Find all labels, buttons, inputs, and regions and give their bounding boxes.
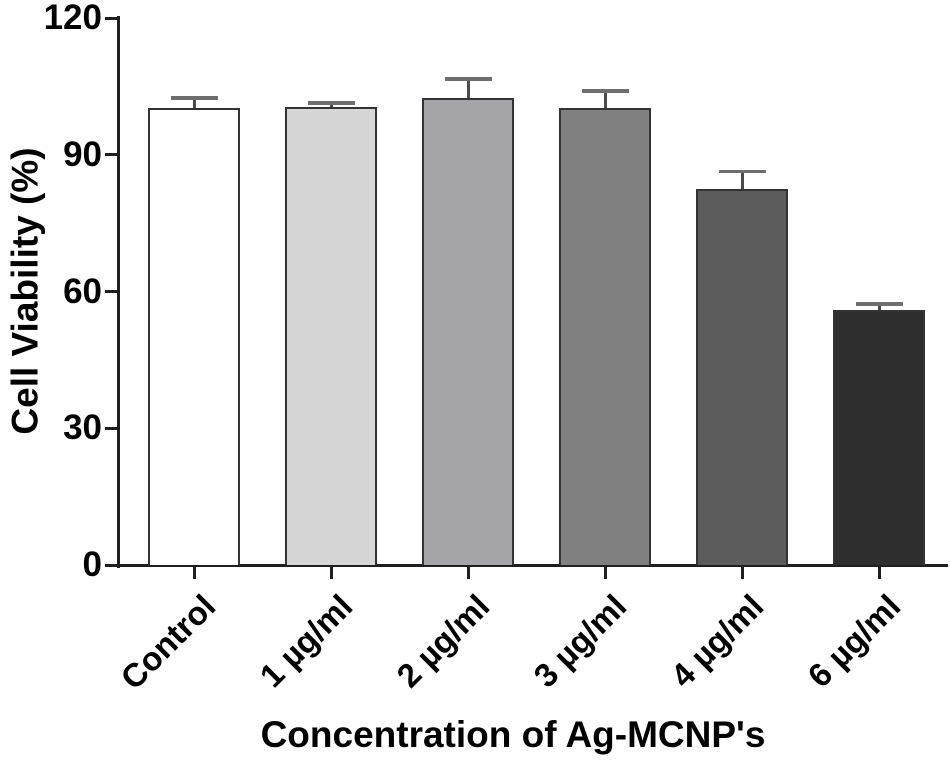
x-axis-tick bbox=[192, 567, 196, 579]
y-axis-tick bbox=[105, 290, 117, 293]
y-axis-tick bbox=[105, 426, 117, 430]
error-bar-stem bbox=[740, 171, 744, 190]
x-axis-tick bbox=[603, 567, 607, 579]
y-axis-tick-label: 30 bbox=[63, 408, 102, 448]
x-axis-tick-label: 6 µg/ml bbox=[800, 587, 908, 695]
y-axis-tick-label: 0 bbox=[82, 545, 102, 584]
bar-1-g-ml bbox=[285, 107, 377, 565]
error-bar-cap bbox=[718, 169, 766, 174]
x-axis-tick-label: 1 µg/ml bbox=[252, 587, 360, 695]
x-axis-tick bbox=[466, 567, 470, 579]
error-bar-stem bbox=[603, 90, 607, 109]
x-axis-tick-label: 3 µg/ml bbox=[526, 587, 634, 695]
error-bar-cap bbox=[170, 96, 218, 100]
error-bar-stem bbox=[192, 97, 196, 109]
y-axis-tick-label: 90 bbox=[63, 134, 102, 174]
y-axis-line bbox=[117, 16, 120, 568]
y-axis-tick bbox=[105, 153, 117, 157]
y-axis-tick bbox=[105, 563, 117, 567]
bar-2-g-ml bbox=[422, 98, 514, 565]
x-axis-tick-label: Control bbox=[113, 587, 223, 697]
x-axis-tick bbox=[877, 567, 881, 579]
error-bar-stem bbox=[329, 103, 333, 108]
error-bar-stem bbox=[466, 79, 470, 99]
bar-6-g-ml bbox=[833, 310, 925, 565]
x-axis-tick-label: 4 µg/ml bbox=[663, 587, 771, 695]
x-axis-tick bbox=[740, 567, 744, 579]
error-bar-cap bbox=[855, 302, 903, 306]
x-axis-title: Concentration of Ag-MCNP's bbox=[260, 714, 766, 755]
x-axis-line bbox=[117, 564, 948, 567]
bar-control bbox=[148, 108, 240, 565]
error-bar-cap bbox=[444, 77, 492, 81]
error-bar-stem bbox=[877, 303, 881, 311]
bar-3-g-ml bbox=[559, 108, 651, 565]
y-axis-tick bbox=[105, 16, 117, 20]
y-axis-tick-label: 60 bbox=[63, 271, 102, 311]
x-axis-tick-label: 2 µg/ml bbox=[389, 587, 497, 695]
error-bar-cap bbox=[581, 89, 629, 93]
y-axis-tick-label: 120 bbox=[43, 0, 102, 37]
x-axis-tick bbox=[329, 567, 333, 579]
bar-4-g-ml bbox=[696, 189, 788, 565]
error-bar-cap bbox=[307, 101, 355, 105]
